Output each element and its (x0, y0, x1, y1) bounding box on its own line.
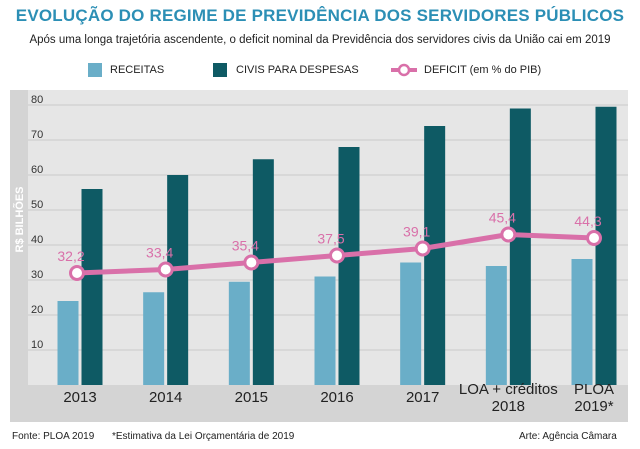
deficit-point (500, 226, 517, 243)
deficit-point (414, 240, 431, 257)
y-tick-label: 40 (31, 234, 43, 246)
x-category-label: 2015 (235, 389, 268, 406)
bar-receitas (228, 281, 250, 385)
bar-receitas (571, 259, 593, 385)
y-tick-label: 50 (31, 199, 43, 211)
x-category-label: 2014 (149, 389, 182, 406)
bar-despesas (167, 175, 189, 385)
bar-receitas (57, 301, 79, 385)
footer-note: *Estimativa da Lei Orçamentária de 2019 (112, 431, 295, 442)
bar-despesas (424, 126, 446, 385)
x-category-label: LOA + créditos (459, 381, 558, 398)
deficit-value-label: 35,4 (232, 238, 259, 254)
x-category-label: 2017 (406, 389, 439, 406)
deficit-point (157, 261, 174, 278)
y-tick-label: 80 (31, 94, 43, 106)
y-tick-label: 20 (31, 304, 43, 316)
y-tick-label: 70 (31, 129, 43, 141)
bar-receitas (143, 292, 165, 385)
deficit-value-label: 37,5 (317, 231, 344, 247)
legend-swatch-despesas (213, 63, 227, 77)
x-category-label: 2016 (320, 389, 353, 406)
x-category-label: PLOA (574, 381, 614, 398)
y-axis-band (10, 90, 28, 422)
deficit-value-label: 39,1 (403, 224, 430, 240)
legend-label-receitas: RECEITAS (110, 64, 165, 76)
legend-label-deficit: DEFICIT (em % do PIB) (424, 64, 542, 76)
footer-source: Fonte: PLOA 2019 (12, 431, 95, 442)
bar-receitas (400, 262, 422, 385)
chart-title: EVOLUÇÃO DO REGIME DE PREVIDÊNCIA DOS SE… (15, 6, 625, 25)
y-tick-label: 10 (31, 339, 43, 351)
deficit-value-label: 45,4 (489, 210, 516, 226)
bar-receitas (314, 276, 336, 385)
bar-despesas (595, 106, 617, 385)
deficit-point (329, 247, 345, 264)
y-axis-title: R$ BILHÕES (13, 186, 26, 252)
x-category-label: 2013 (63, 389, 96, 406)
y-tick-label: 30 (31, 269, 43, 281)
deficit-value-label: 32,2 (57, 248, 84, 264)
bar-receitas (485, 266, 507, 385)
x-category-label: 2018 (492, 398, 525, 415)
legend-label-despesas: CIVIS PARA DESPESAS (236, 64, 359, 76)
legend: RECEITAS CIVIS PARA DESPESAS DEFICIT (em… (0, 60, 640, 80)
bar-despesas (81, 189, 103, 385)
bar-despesas (338, 147, 360, 385)
legend-swatch-receitas (88, 63, 102, 77)
deficit-point (69, 265, 85, 281)
x-category-label: 2019* (574, 398, 613, 415)
deficit-value-label: 33,4 (146, 245, 173, 261)
chart-subtitle: Após uma longa trajetória ascendente, o … (29, 34, 611, 46)
deficit-point (243, 254, 260, 271)
bar-despesas (509, 108, 531, 385)
deficit-value-label: 44,3 (574, 213, 601, 229)
legend-symbol-deficit (391, 63, 417, 77)
y-tick-label: 60 (31, 164, 43, 176)
deficit-point (586, 230, 602, 246)
bar-despesas (252, 159, 274, 385)
footer-credit: Arte: Agência Câmara (519, 431, 617, 442)
category-band (28, 385, 628, 422)
chart-area: 10 20 30 40 50 60 70 80 R$ BILHÕES 32,2 33,4 35,4 37… (10, 90, 628, 422)
